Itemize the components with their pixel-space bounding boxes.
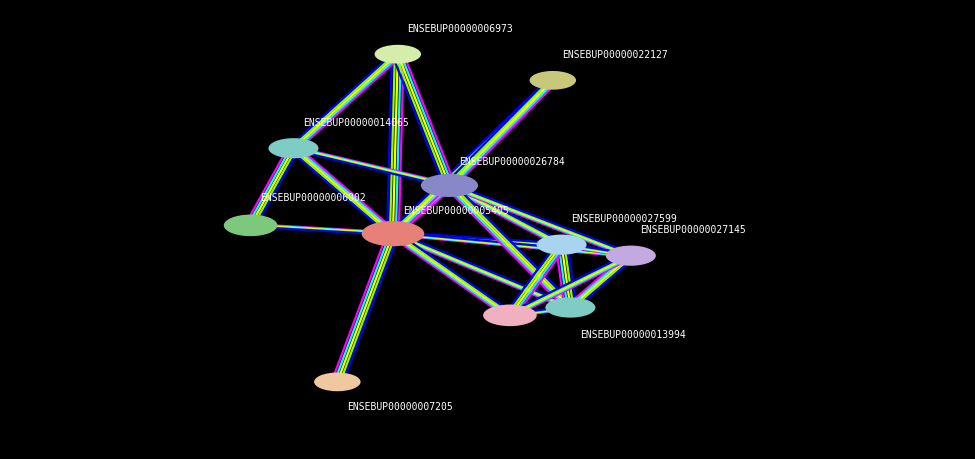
Ellipse shape [314,373,361,391]
Text: ENSEBUP00000026784: ENSEBUP00000026784 [459,157,565,168]
Ellipse shape [529,71,576,90]
Ellipse shape [536,235,587,255]
Ellipse shape [374,45,421,63]
Text: ENSEBUP00000014065: ENSEBUP00000014065 [303,118,409,128]
Text: ENSEBUP00000027145: ENSEBUP00000027145 [641,225,746,235]
Ellipse shape [484,304,536,326]
Ellipse shape [224,214,278,236]
Ellipse shape [362,221,424,246]
Ellipse shape [545,297,596,318]
Text: ENSEBUP00000013994: ENSEBUP00000013994 [580,330,685,340]
Text: ENSEBUP00000007205: ENSEBUP00000007205 [347,402,452,412]
Ellipse shape [268,138,319,158]
Text: ENSEBUP00000006973: ENSEBUP00000006973 [408,24,513,34]
Text: ENSEBUP00000006002: ENSEBUP00000006002 [260,193,366,203]
Text: ENSEBUP00000027599: ENSEBUP00000027599 [571,214,677,224]
Text: ENSEBUP00000005405: ENSEBUP00000005405 [403,206,508,216]
Ellipse shape [605,246,656,266]
Text: ENSEBUP00000022127: ENSEBUP00000022127 [563,50,668,60]
Ellipse shape [421,174,478,197]
